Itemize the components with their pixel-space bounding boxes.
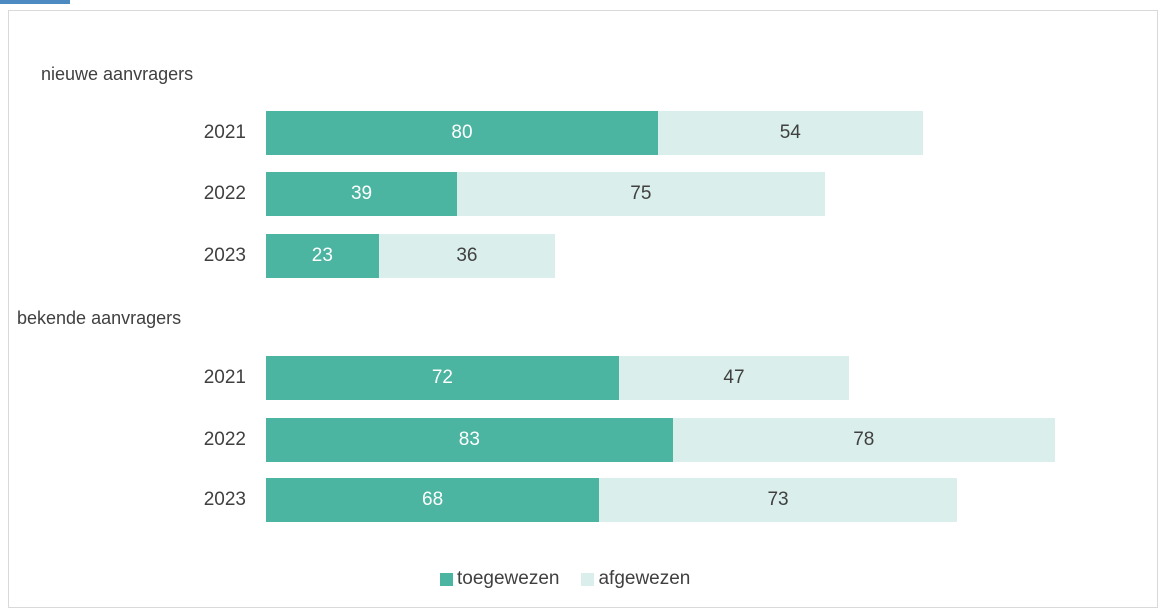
data-label-afgewezen: 78 bbox=[853, 429, 875, 450]
data-label-afgewezen: 47 bbox=[723, 367, 745, 388]
data-label-toegewezen: 68 bbox=[422, 489, 444, 510]
bar-segment-toegewezen bbox=[266, 478, 600, 522]
legend-swatch-afgewezen bbox=[581, 572, 595, 586]
legend-item-toegewezen: toegewezen bbox=[440, 568, 559, 590]
legend-item-afgewezen: afgewezen bbox=[581, 568, 690, 590]
category-label: 2023 bbox=[203, 245, 246, 266]
data-label-afgewezen: 54 bbox=[779, 122, 801, 143]
bar-segment-toegewezen bbox=[266, 234, 379, 278]
bar-segment-afgewezen bbox=[658, 111, 923, 155]
category-label: 2022 bbox=[203, 183, 246, 204]
bar-segment-toegewezen bbox=[266, 172, 458, 216]
data-label-afgewezen: 36 bbox=[456, 245, 478, 266]
group-label-nieuwe: nieuwe aanvragers bbox=[41, 64, 194, 84]
chart-area: nieuwe aanvragers 2021 80 54 2022 39 75 2023 23 3… bbox=[8, 10, 1158, 608]
data-label-toegewezen: 83 bbox=[458, 429, 480, 450]
bar-segment-afgewezen bbox=[672, 418, 1055, 462]
category-label: 2021 bbox=[203, 122, 246, 143]
category-label: 2022 bbox=[203, 429, 246, 450]
category-label: 2021 bbox=[203, 367, 246, 388]
bar-segment-toegewezen bbox=[266, 111, 658, 155]
top-strip bbox=[0, 0, 1161, 8]
legend-swatch-toegewezen bbox=[440, 572, 453, 586]
data-label-toegewezen: 72 bbox=[431, 367, 453, 388]
data-label-afgewezen: 73 bbox=[767, 489, 789, 510]
bar-segment-toegewezen bbox=[266, 356, 619, 400]
data-label-toegewezen: 23 bbox=[311, 245, 333, 266]
data-label-toegewezen: 39 bbox=[350, 183, 373, 204]
legend-label-afgewezen: afgewezen bbox=[598, 568, 691, 589]
figure-caption-mark bbox=[0, 0, 70, 4]
bar-segment-afgewezen bbox=[378, 234, 556, 278]
group-label-bekende: bekende aanvragers bbox=[17, 308, 182, 328]
legend-label-toegewezen: toegewezen bbox=[457, 568, 560, 589]
data-label-toegewezen: 80 bbox=[451, 122, 473, 143]
bar-segment-afgewezen bbox=[618, 356, 850, 400]
category-label: 2023 bbox=[203, 489, 246, 510]
data-label-afgewezen: 75 bbox=[630, 183, 652, 204]
chart-legend: toegewezen afgewezen bbox=[440, 568, 690, 590]
bar-segment-afgewezen bbox=[599, 478, 957, 522]
bar-segment-afgewezen bbox=[457, 172, 825, 216]
bar-segment-toegewezen bbox=[266, 418, 673, 462]
